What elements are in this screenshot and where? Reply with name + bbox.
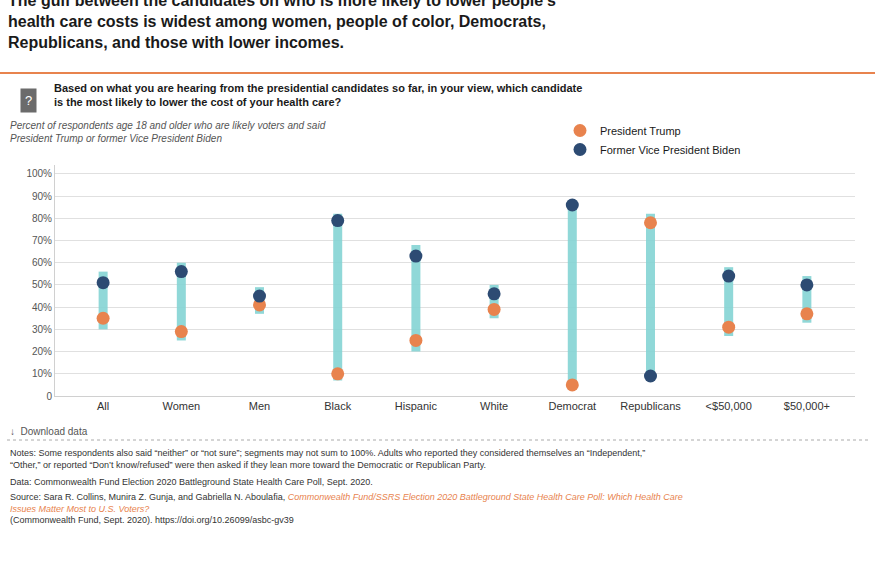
- svg-text:Hispanic: Hispanic: [395, 400, 438, 412]
- svg-text:Former Vice President Biden: Former Vice President Biden: [600, 144, 740, 156]
- svg-text:?: ?: [25, 93, 32, 108]
- svg-text:100%: 100%: [26, 168, 52, 179]
- svg-text:60%: 60%: [32, 257, 52, 268]
- svg-text:Republicans: Republicans: [620, 400, 681, 412]
- svg-text:All: All: [97, 400, 109, 412]
- svg-text:Based on what you are hearing: Based on what you are hearing from the p…: [54, 82, 582, 108]
- svg-text:The gulf between the candidate: The gulf between the candidates on who i…: [8, 0, 556, 51]
- svg-text:Democrat: Democrat: [548, 400, 596, 412]
- svg-text:Data: Commonwealth Fund Electi: Data: Commonwealth Fund Election 2020 Ba…: [10, 477, 373, 487]
- svg-text:Men: Men: [249, 400, 270, 412]
- svg-text:President Trump: President Trump: [600, 125, 681, 137]
- svg-text:10%: 10%: [32, 368, 52, 379]
- svg-text:80%: 80%: [32, 213, 52, 224]
- svg-text:<$50,000: <$50,000: [706, 400, 752, 412]
- svg-text:Source: Sara R. Collins, Munir: Source: Sara R. Collins, Munira Z. Gunja…: [10, 492, 683, 525]
- svg-text:90%: 90%: [32, 191, 52, 202]
- svg-text:Black: Black: [324, 400, 351, 412]
- svg-text:50%: 50%: [32, 279, 52, 290]
- svg-text:Percent of respondents age 18: Percent of respondents age 18 and older …: [10, 120, 326, 144]
- svg-text:↓ Download data: ↓ Download data: [10, 426, 88, 437]
- svg-text:White: White: [480, 400, 508, 412]
- svg-text:Notes: Some respondents also s: Notes: Some respondents also said “neith…: [10, 448, 645, 470]
- svg-text:20%: 20%: [32, 346, 52, 357]
- svg-text:40%: 40%: [32, 302, 52, 313]
- svg-text:$50,000+: $50,000+: [784, 400, 830, 412]
- svg-text:30%: 30%: [32, 324, 52, 335]
- svg-text:Women: Women: [162, 400, 200, 412]
- svg-text:70%: 70%: [32, 235, 52, 246]
- svg-text:0: 0: [46, 391, 52, 402]
